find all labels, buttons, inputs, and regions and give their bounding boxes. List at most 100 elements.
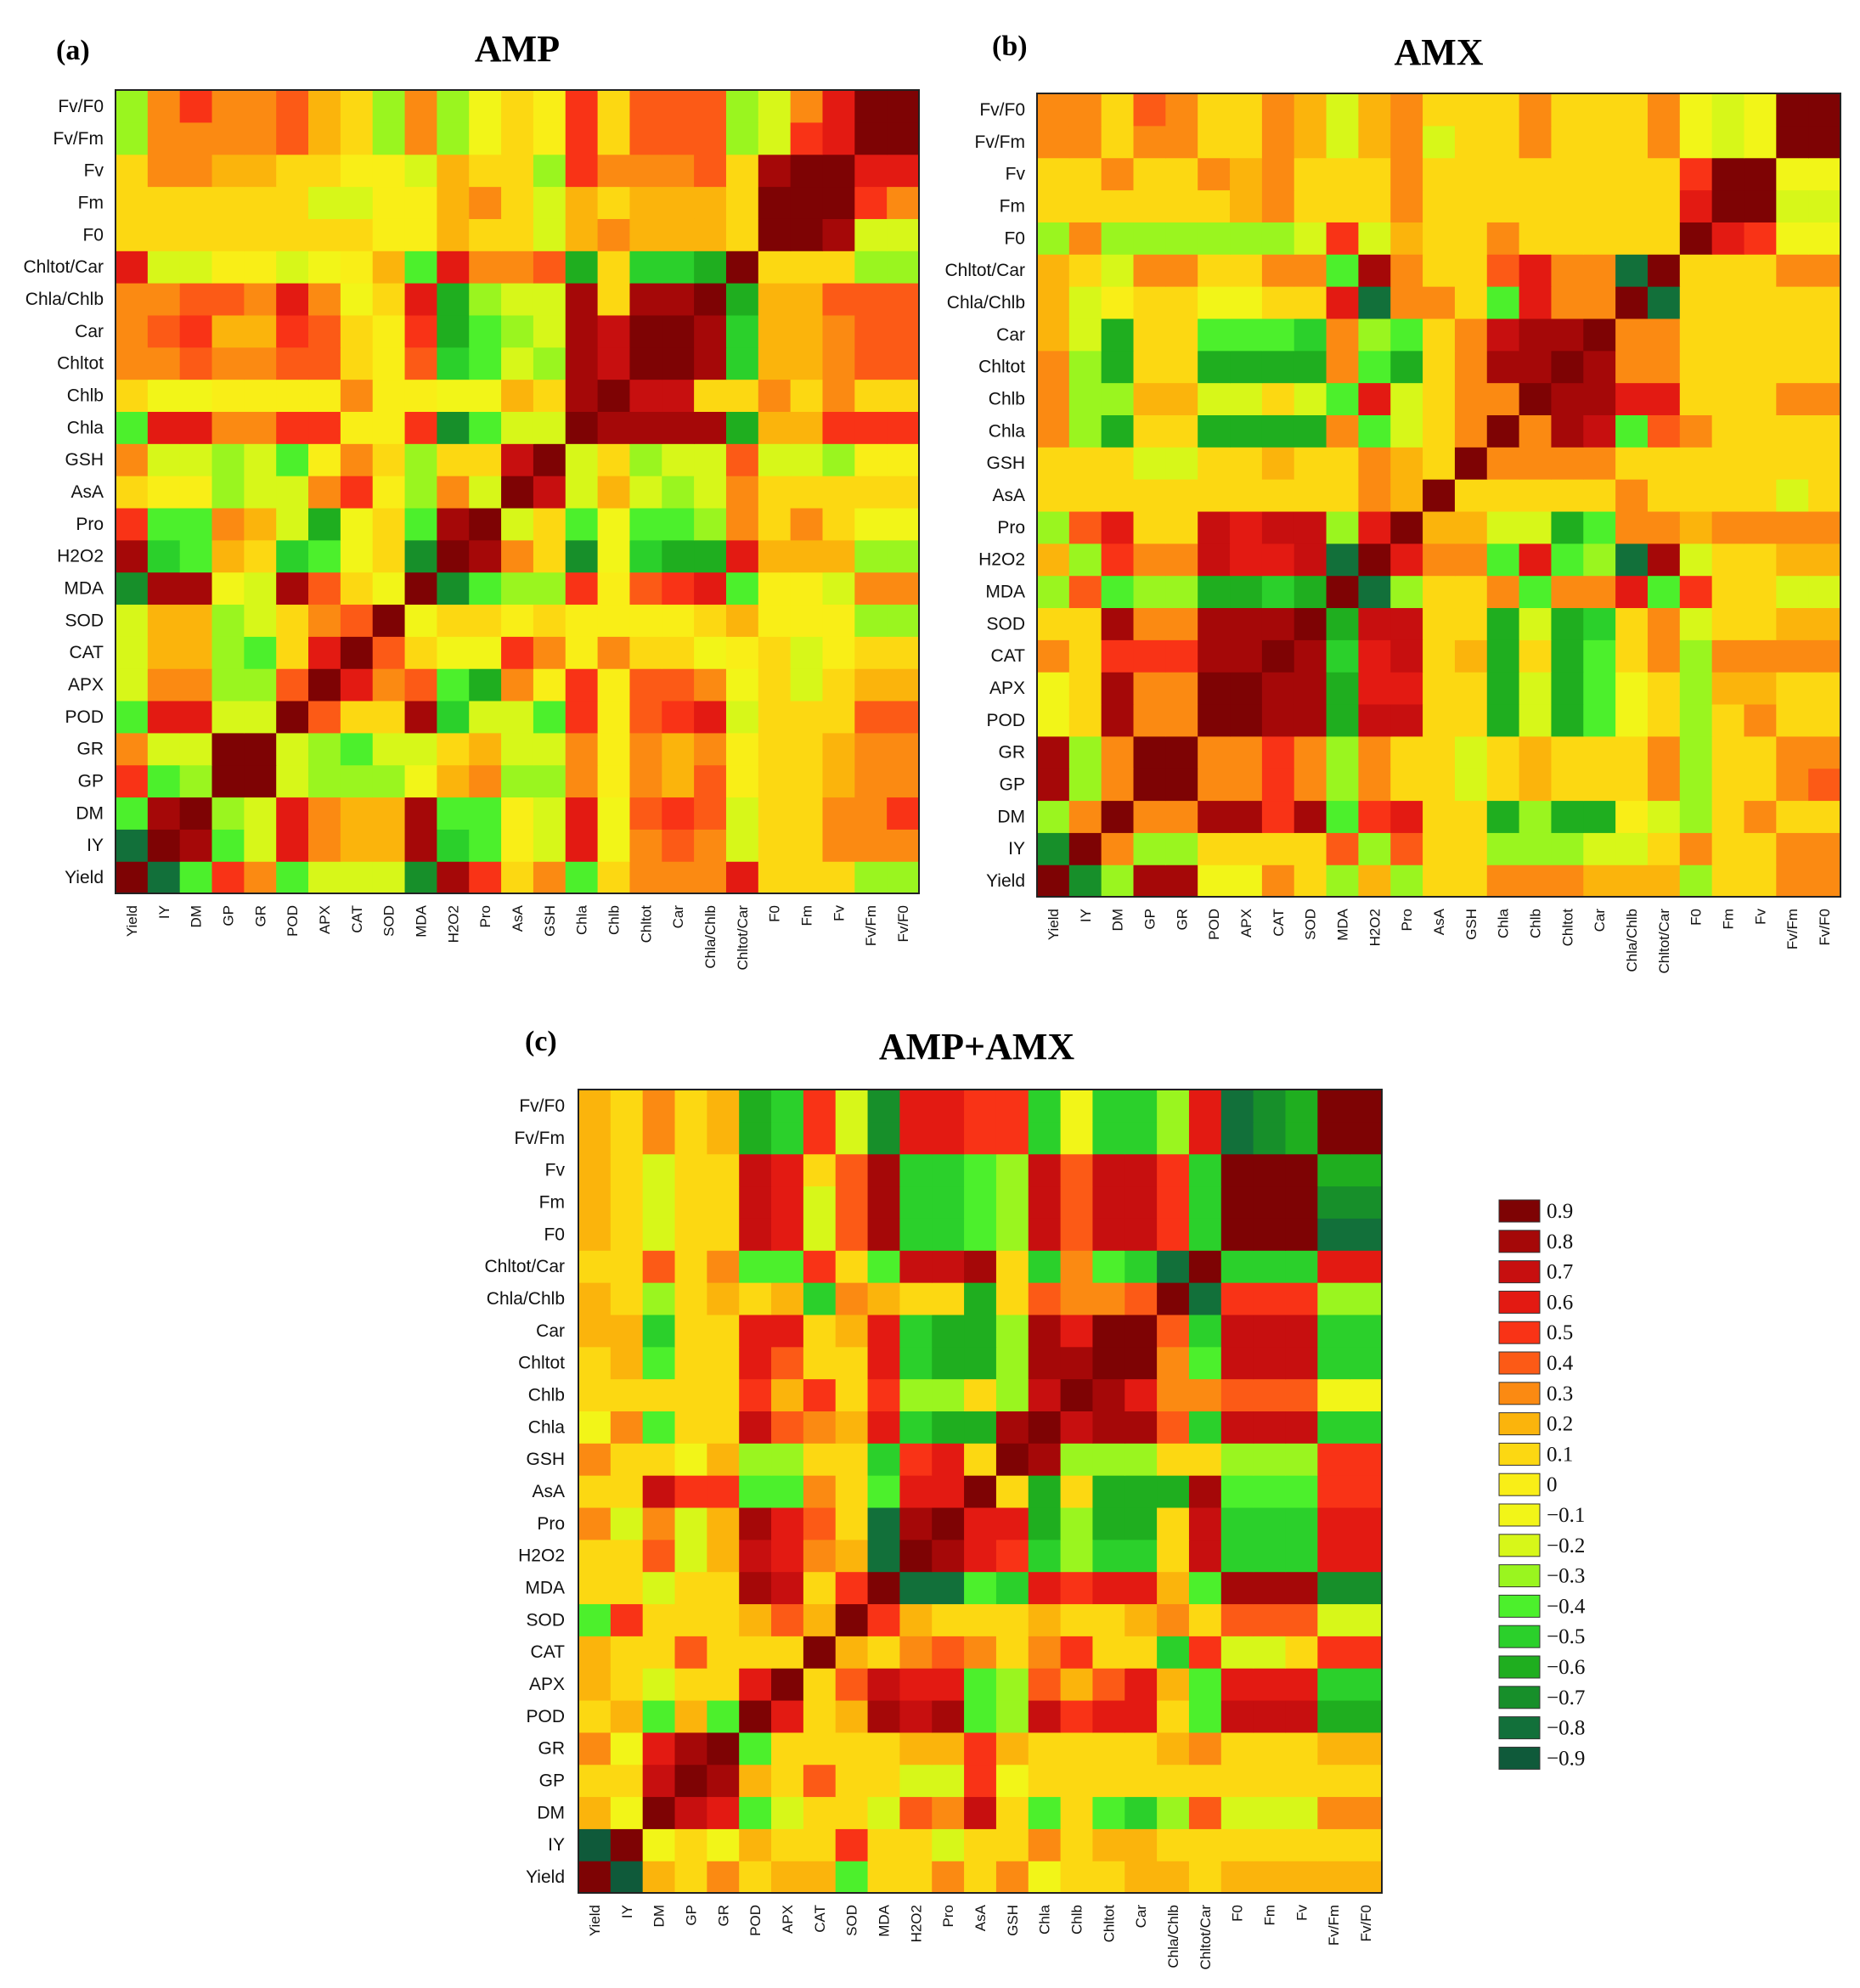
heatmap-cell: [1101, 318, 1135, 352]
heatmap-cell: [565, 636, 599, 669]
heatmap-cell: [995, 1636, 1029, 1669]
heatmap-cell: [1317, 1218, 1350, 1251]
heatmap-cell: [725, 507, 759, 541]
heatmap-cell: [1028, 1571, 1062, 1605]
heatmap-cell: [867, 1250, 900, 1283]
heatmap-cell: [1776, 414, 1809, 448]
heatmap-cell: [1711, 832, 1745, 865]
heatmap-cell: [1101, 125, 1135, 159]
heatmap-cell: [116, 636, 149, 669]
heatmap-cell: [1198, 575, 1231, 609]
heatmap-cell: [1188, 1796, 1222, 1829]
heatmap-cell: [372, 443, 406, 476]
heatmap-cell: [707, 1571, 740, 1605]
heatmap-cell: [276, 411, 309, 444]
heatmap-cell: [1358, 447, 1391, 480]
heatmap-cell: [533, 251, 566, 284]
heatmap-cell: [116, 829, 149, 862]
heatmap-cell: [1220, 1764, 1254, 1798]
heatmap-cell: [211, 797, 245, 830]
legend-swatch: [1498, 1503, 1541, 1527]
heatmap-cell: [1358, 350, 1391, 384]
heatmap-cell: [1037, 189, 1070, 222]
heatmap-cell: [1711, 672, 1745, 705]
heatmap-cell: [1285, 1411, 1318, 1444]
heatmap-cell: [147, 539, 181, 573]
heatmap-cell: [1776, 447, 1809, 480]
heatmap-cell: [707, 1828, 740, 1861]
heatmap-cell: [1615, 286, 1649, 319]
heatmap-cell: [1744, 864, 1777, 898]
heatmap-cell: [437, 346, 470, 380]
heatmap-cell: [1028, 1090, 1062, 1123]
heatmap-cell: [211, 636, 245, 669]
heatmap-cell: [340, 283, 374, 316]
col-label: Fv/F0: [1358, 1905, 1374, 1941]
heatmap-cell: [501, 251, 534, 284]
heatmap-cell: [932, 1218, 965, 1251]
heatmap-cell: [739, 1411, 772, 1444]
heatmap-cell: [1647, 93, 1681, 127]
heatmap-cell: [1285, 1764, 1318, 1798]
heatmap-cell: [1101, 832, 1135, 865]
heatmap-cell: [739, 1732, 772, 1766]
heatmap-cell: [565, 186, 599, 219]
heatmap-cell: [1165, 222, 1198, 255]
heatmap-cell: [1358, 222, 1391, 255]
heatmap-cell: [932, 1506, 965, 1540]
heatmap-cell: [1317, 1603, 1350, 1636]
heatmap-cell: [1157, 1699, 1190, 1733]
heatmap-cell: [771, 1218, 804, 1251]
heatmap-cell: [276, 539, 309, 573]
heatmap-cell: [1060, 1443, 1094, 1476]
heatmap-cell: [739, 1250, 772, 1283]
heatmap-cell: [867, 1346, 900, 1380]
heatmap-cell: [867, 1699, 900, 1733]
heatmap-cell: [1261, 703, 1295, 737]
heatmap-cell: [533, 668, 566, 701]
heatmap-cell: [1157, 1475, 1190, 1508]
heatmap-cell: [1454, 93, 1488, 127]
heatmap-cell: [404, 764, 437, 798]
heatmap-cell: [662, 764, 695, 798]
heatmap-cell: [1230, 575, 1263, 609]
heatmap-cell: [854, 283, 888, 316]
heatmap-cell: [340, 121, 374, 155]
heatmap-cell: [725, 314, 759, 348]
heatmap-cell: [211, 314, 245, 348]
heatmap-cell: [1350, 1506, 1383, 1540]
heatmap-cell: [725, 154, 759, 188]
heatmap-cell: [1060, 1475, 1094, 1508]
heatmap-cell: [803, 1250, 837, 1283]
heatmap-cell: [932, 1411, 965, 1444]
legend-swatch: [1498, 1382, 1541, 1405]
heatmap-cell: [887, 700, 920, 734]
heatmap-cell: [725, 90, 759, 123]
heatmap-cell: [1711, 768, 1745, 802]
heatmap-cell: [771, 1346, 804, 1380]
heatmap-cell: [1744, 607, 1777, 640]
heatmap-cell: [1060, 1090, 1094, 1123]
heatmap-cell: [501, 411, 534, 444]
heatmap-cell: [437, 572, 470, 605]
heatmap-cell: [1188, 1250, 1222, 1283]
heatmap-cell: [1220, 1411, 1254, 1444]
heatmap-cell: [1165, 254, 1198, 287]
row-label: Fv/F0: [519, 1096, 565, 1116]
heatmap-cell: [1519, 864, 1553, 898]
heatmap-cell: [694, 154, 727, 188]
heatmap-cell: [1647, 703, 1681, 737]
heatmap-cell: [1551, 254, 1584, 287]
row-label: DM: [537, 1803, 565, 1822]
heatmap-cell: [1261, 575, 1295, 609]
heatmap-cell: [1647, 125, 1681, 159]
heatmap-cell: [1317, 1668, 1350, 1701]
heatmap-cell: [1711, 350, 1745, 384]
heatmap-cell: [276, 797, 309, 830]
row-label: Fv/Fm: [515, 1129, 565, 1148]
heatmap-cell: [565, 443, 599, 476]
row-label: APX: [68, 675, 104, 695]
heatmap-cell: [1711, 157, 1745, 191]
heatmap-cell: [662, 90, 695, 123]
heatmap-cell: [1060, 1346, 1094, 1380]
